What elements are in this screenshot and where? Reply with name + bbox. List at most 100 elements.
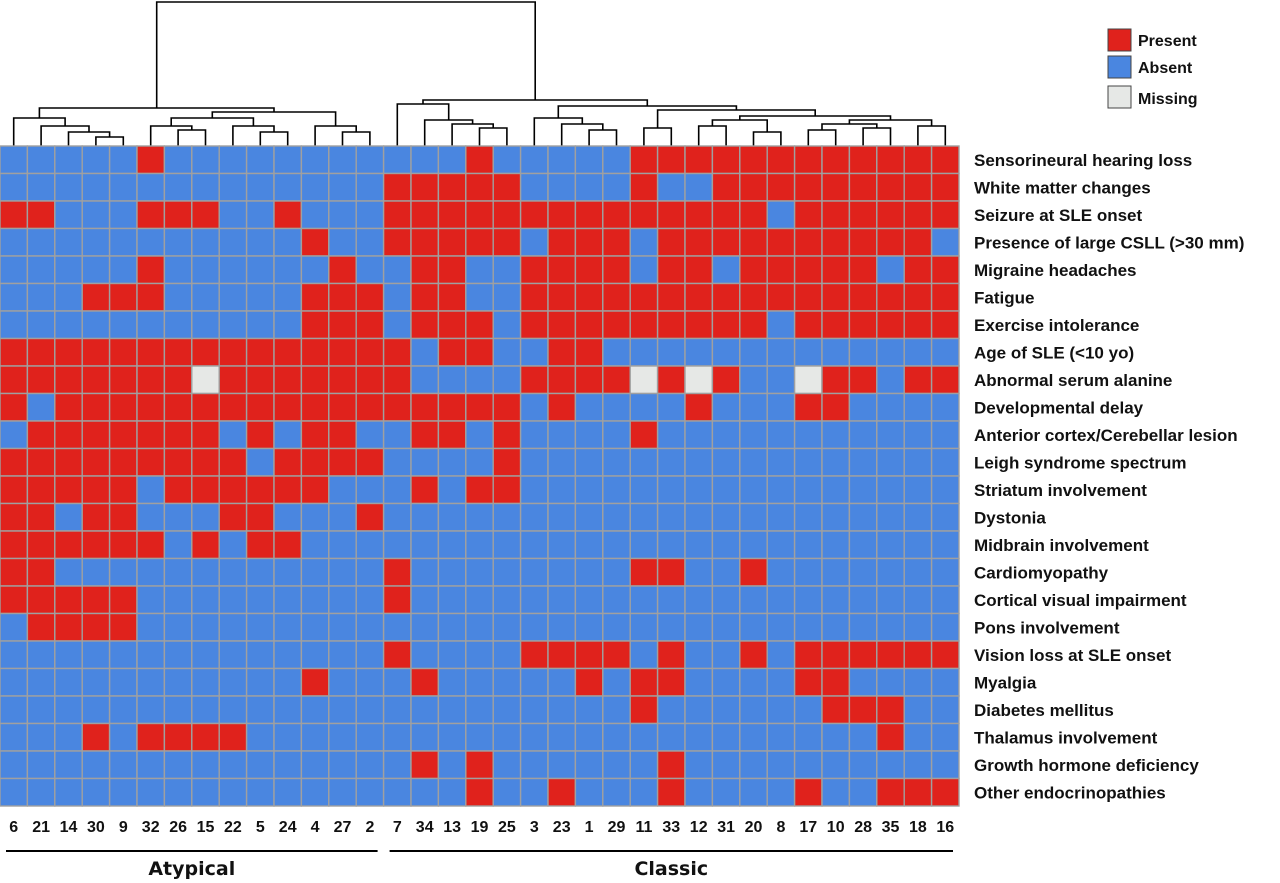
- cell-present: [437, 172, 467, 202]
- cell-present: [930, 282, 960, 312]
- cell-present: [930, 777, 960, 807]
- cell-present: [793, 227, 823, 257]
- cell-absent: [163, 612, 193, 642]
- cell-absent: [492, 310, 522, 340]
- cell-absent: [766, 200, 796, 230]
- cell-absent: [656, 722, 686, 752]
- cell-missing: [191, 365, 220, 395]
- cell-present: [218, 502, 248, 532]
- cell-absent: [191, 777, 220, 807]
- cell-absent: [519, 695, 549, 725]
- cell-present: [300, 282, 330, 312]
- cell-present: [876, 722, 905, 752]
- cell-present: [574, 365, 604, 395]
- cell-present: [656, 557, 686, 587]
- cell-present: [81, 475, 111, 505]
- cell-absent: [547, 667, 577, 697]
- cell-present: [547, 227, 577, 257]
- cell-absent: [876, 392, 905, 422]
- column-label: 6: [9, 819, 18, 836]
- cell-absent: [739, 695, 768, 725]
- cell-present: [136, 392, 166, 422]
- cell-absent: [656, 695, 686, 725]
- cell-present: [930, 255, 960, 285]
- column-dendrogram: [12, 1, 947, 146]
- column-label: 14: [60, 819, 78, 836]
- dendrogram-branch: [917, 125, 947, 146]
- cell-absent: [711, 557, 741, 587]
- cell-absent: [519, 750, 549, 780]
- cell-absent: [821, 612, 851, 642]
- cell-absent: [218, 777, 248, 807]
- cell-absent: [848, 392, 878, 422]
- cell-absent: [328, 640, 357, 670]
- column-label: 33: [662, 819, 680, 836]
- cell-absent: [54, 172, 83, 202]
- cell-absent: [191, 557, 220, 587]
- cell-absent: [81, 145, 111, 175]
- cell-absent: [574, 612, 604, 642]
- cell-present: [574, 310, 604, 340]
- cell-absent: [136, 227, 166, 257]
- row-label: Cardiomyopathy: [974, 563, 1109, 582]
- cell-present: [711, 282, 741, 312]
- cell-absent: [54, 667, 83, 697]
- cell-absent: [273, 310, 303, 340]
- cell-absent: [684, 447, 714, 477]
- cell-absent: [903, 612, 933, 642]
- cell-present: [492, 227, 522, 257]
- cell-present: [930, 145, 960, 175]
- cell-present: [54, 365, 83, 395]
- cell-absent: [300, 695, 330, 725]
- cell-present: [54, 475, 83, 505]
- cell-present: [382, 172, 412, 202]
- cell-absent: [519, 392, 549, 422]
- group-label: Classic: [634, 858, 708, 880]
- cell-absent: [930, 447, 960, 477]
- cell-present: [930, 200, 960, 230]
- cell-absent: [492, 530, 522, 560]
- cell-absent: [519, 337, 549, 367]
- cell-absent: [656, 420, 686, 450]
- cell-present: [903, 365, 933, 395]
- cell-absent: [218, 557, 248, 587]
- cell-absent: [191, 640, 220, 670]
- cell-absent: [519, 502, 549, 532]
- cell-present: [684, 145, 714, 175]
- cell-present: [465, 200, 494, 230]
- cell-present: [300, 447, 330, 477]
- cell-absent: [519, 227, 549, 257]
- cell-absent: [245, 585, 275, 615]
- cell-present: [711, 310, 741, 340]
- cell-absent: [136, 777, 166, 807]
- cell-present: [26, 365, 56, 395]
- cell-present: [273, 365, 303, 395]
- cell-absent: [465, 447, 494, 477]
- cell-absent: [629, 640, 659, 670]
- cell-absent: [437, 612, 467, 642]
- cell-absent: [108, 695, 138, 725]
- cell-absent: [739, 365, 768, 395]
- cell-absent: [355, 667, 385, 697]
- cell-absent: [108, 227, 138, 257]
- cell-present: [519, 282, 549, 312]
- cell-present: [26, 557, 56, 587]
- cell-absent: [54, 200, 83, 230]
- cell-absent: [218, 750, 248, 780]
- cell-absent: [328, 557, 357, 587]
- cell-absent: [26, 145, 56, 175]
- cell-present: [108, 585, 138, 615]
- cell-absent: [245, 695, 275, 725]
- cell-absent: [684, 667, 714, 697]
- cell-present: [163, 447, 193, 477]
- cell-present: [273, 447, 303, 477]
- cell-absent: [711, 530, 741, 560]
- column-label: 1: [585, 819, 594, 836]
- cell-absent: [328, 475, 357, 505]
- dendrogram-branch: [341, 131, 371, 146]
- cell-absent: [821, 420, 851, 450]
- dendrogram-branch: [12, 117, 66, 146]
- column-label: 20: [745, 819, 763, 836]
- cell-present: [876, 172, 905, 202]
- column-label: 32: [142, 819, 160, 836]
